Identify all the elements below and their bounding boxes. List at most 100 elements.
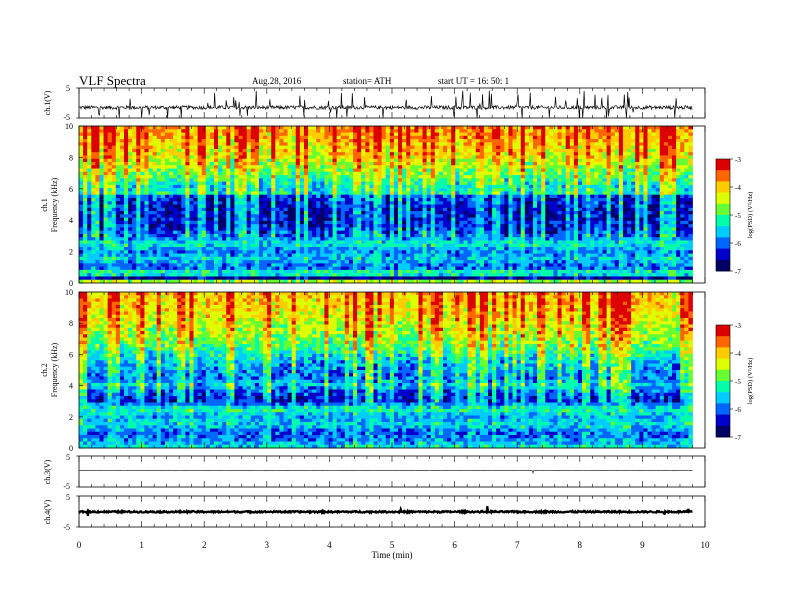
ch1-spectrogram-cell — [246, 126, 252, 130]
ch1-spectrogram-cell — [471, 184, 477, 189]
ch1-spectrogram-cell — [459, 197, 464, 202]
ch1-spectrogram-cell — [156, 132, 162, 137]
ch1-spectrogram-cell — [230, 224, 235, 228]
ch1-spectrogram-cell — [643, 214, 648, 218]
ch1-spectrogram-cell — [123, 207, 129, 212]
ch1-spectrogram-cell — [537, 139, 542, 143]
ch1-spectrogram-cell — [426, 158, 432, 163]
ch1-spectrogram-cell — [193, 181, 199, 186]
ch1-spectrogram-cell — [271, 126, 276, 130]
ch1-spectrogram-cell — [635, 184, 640, 189]
ch1-spectrogram-cell — [651, 165, 657, 169]
ch1-spectrogram-cell — [369, 152, 374, 156]
ch1-spectrogram-cell — [111, 155, 117, 160]
ch1-spectrogram-cell — [164, 126, 170, 130]
ch1-spectrogram-cell — [160, 158, 166, 163]
ch1-spectrogram-cell — [365, 224, 370, 228]
ch1-spectrogram-cell — [594, 188, 599, 192]
ch1-spectrogram-cell — [643, 191, 648, 196]
ch1-spectrogram-cell — [181, 197, 186, 202]
ch1-spectrogram-cell — [246, 155, 252, 160]
ch1-spectrogram-cell — [438, 175, 444, 179]
ch1-spectrogram-cell — [647, 148, 652, 153]
ch1-spectrogram-cell — [361, 161, 366, 166]
ch1-spectrogram-cell — [115, 135, 121, 140]
ch1-spectrogram-cell — [222, 126, 227, 130]
ch1-spectrogram-cell — [582, 139, 587, 143]
ch1-spectrogram-cell — [643, 220, 648, 225]
ch1-spectrogram-cell — [91, 142, 96, 147]
ch1-spectrogram-cell — [291, 230, 297, 235]
ch1-spectrogram-cell — [308, 204, 313, 209]
ch1-spectrogram-cell — [688, 227, 693, 232]
ch1-spectrogram-cell — [258, 148, 264, 153]
ch1-spectrogram-cell — [287, 145, 293, 150]
ch1-spectrogram-cell — [672, 220, 677, 225]
ch1-spectrogram-cell — [643, 178, 648, 182]
ch1-spectrogram-cell — [672, 197, 677, 202]
ch1-spectrogram-cell — [107, 165, 113, 169]
ch1-spectrogram-cell — [631, 184, 636, 189]
ch1-spectrogram-cell — [279, 126, 284, 130]
ch1-spectrogram-cell — [672, 211, 677, 215]
ch1-spectrogram-cell — [443, 148, 448, 153]
ch1-spectrogram-cell — [639, 126, 644, 130]
ch1-spectrogram-cell — [680, 155, 685, 160]
ch1-spectrogram-cell — [582, 129, 587, 133]
ch1-spectrogram-cell — [303, 145, 309, 150]
ch1-spectrogram-cell — [312, 155, 317, 160]
ch1-spectrogram-cell — [103, 184, 109, 189]
ch1-spectrogram-cell — [91, 175, 96, 179]
ch1-spectrogram-cell — [218, 227, 223, 232]
ch1-spectrogram-cell — [577, 145, 583, 150]
ch1-spectrogram-cell — [537, 129, 542, 133]
ch1-spectrogram-cell — [201, 191, 207, 196]
ch1-spectrogram-cell — [189, 207, 194, 212]
ch1-spectrogram-cell — [140, 204, 145, 209]
ch1-spectrogram-cell — [524, 145, 530, 150]
ch1-spectrogram-cell — [398, 227, 403, 232]
ch1-spectrogram-cell — [312, 207, 317, 212]
ch1-spectrogram-cell — [320, 224, 325, 228]
ch1-spectrogram-cell — [569, 191, 575, 196]
ch1-spectrogram-cell — [238, 188, 243, 192]
ch1-spectrogram-cell — [324, 181, 329, 186]
ch1-spectrogram-cell — [258, 184, 264, 189]
ch1-spectrogram-cell — [643, 204, 648, 209]
ch1-spectrogram-cell — [573, 142, 579, 147]
ch1-spectrogram-cell — [303, 178, 309, 182]
ch1-spectrogram-cell — [663, 168, 669, 173]
ch1-spectrogram-cell — [590, 204, 595, 209]
ch1-spectrogram-cell — [602, 224, 607, 228]
ch1-spectrogram-cell — [177, 129, 182, 133]
ch1-spectrogram-cell — [115, 191, 121, 196]
ch1-spectrogram-cell — [152, 211, 158, 215]
ch1-spectrogram-cell — [320, 191, 325, 196]
ch1-spectrogram-cell — [627, 211, 632, 215]
ch1-spectrogram-cell — [119, 139, 125, 143]
ch1-spectrogram-cell — [643, 201, 648, 205]
ch1-spectrogram-cell — [119, 233, 125, 238]
ch1-spectrogram-cell — [258, 135, 264, 140]
ch1-spectrogram-cell — [680, 145, 685, 150]
ch1-spectrogram-cell — [83, 207, 88, 212]
ch1-spectrogram-cell — [451, 214, 456, 218]
ch1-spectrogram-cell — [324, 165, 329, 169]
ch1-spectrogram-cell — [328, 230, 333, 235]
ch1-spectrogram-cell — [443, 132, 448, 137]
ch1-spectrogram-cell — [83, 158, 88, 163]
ch1-spectrogram-cell — [618, 224, 624, 228]
ch1-spectrogram-cell — [246, 142, 252, 147]
ch1-spectrogram-cell — [148, 188, 154, 192]
ch1-spectrogram-cell — [168, 217, 174, 222]
ch1-spectrogram-cell — [250, 204, 256, 209]
ch1-spectrogram-cell — [418, 188, 423, 192]
ch1-spectrogram-cell — [582, 175, 587, 179]
ch1-spectrogram-cell — [320, 214, 325, 218]
ch1-spectrogram-cell — [373, 204, 378, 209]
ch1-spectrogram-cell — [590, 211, 595, 215]
ch1-spectrogram-cell — [263, 184, 268, 189]
ch1-spectrogram-cell — [430, 158, 436, 163]
ch1-spectrogram-cell — [283, 224, 288, 228]
ch1-spectrogram-cell — [459, 158, 464, 163]
